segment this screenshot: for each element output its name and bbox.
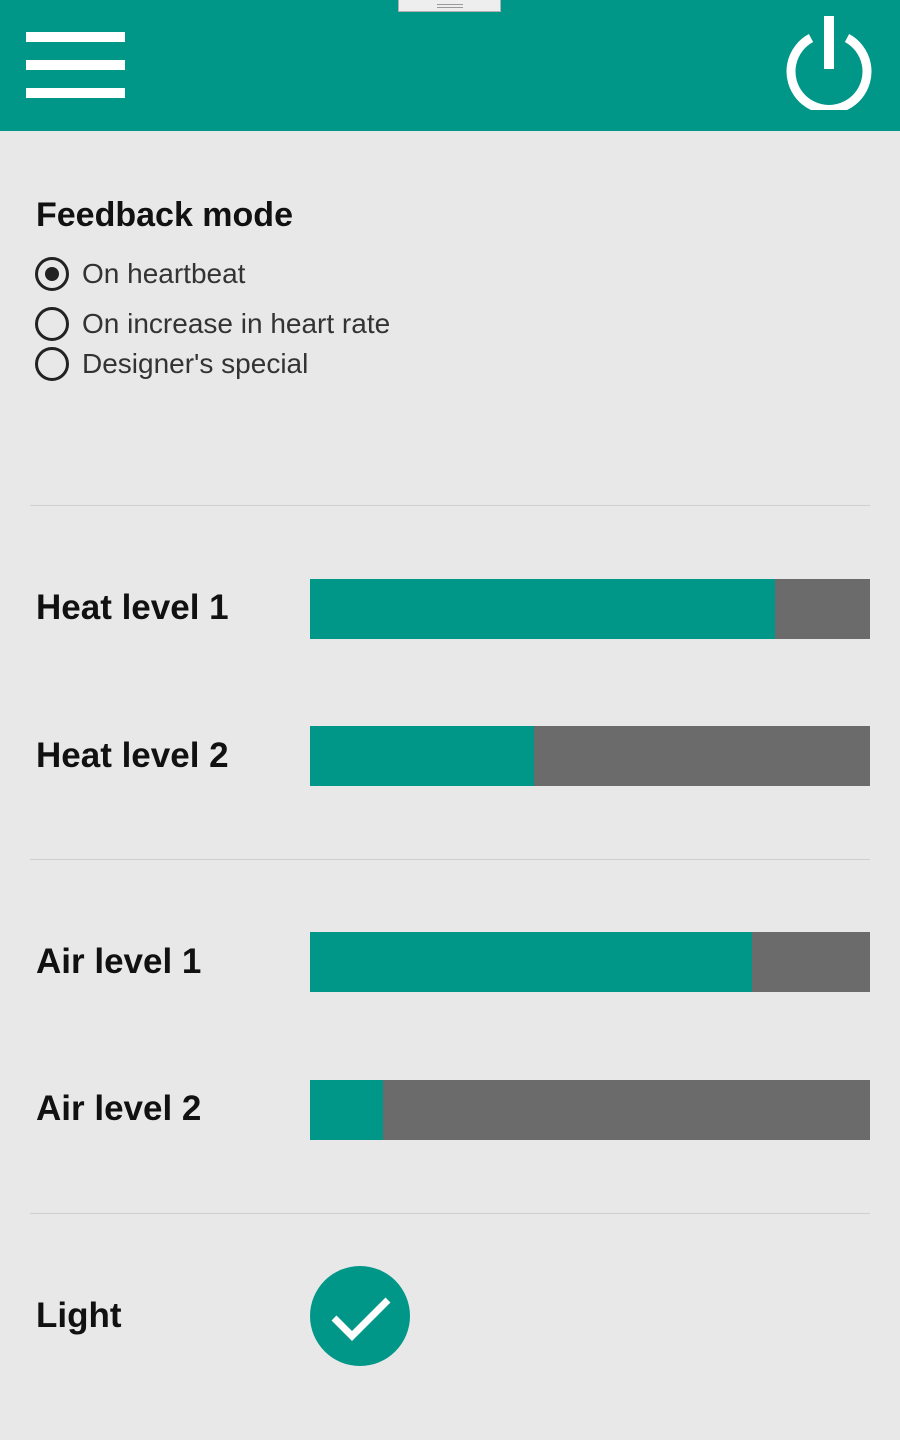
divider — [30, 505, 870, 506]
radio-label: On heartbeat — [82, 258, 246, 289]
heat-level-2-fill — [310, 726, 534, 786]
power-icon — [786, 16, 872, 114]
air-level-1-slider[interactable] — [310, 932, 870, 992]
air-level-2-fill — [310, 1080, 383, 1140]
radio-button[interactable] — [35, 347, 69, 381]
divider — [30, 1213, 870, 1214]
radio-label: On increase in heart rate — [82, 308, 391, 339]
hamburger-menu-icon — [26, 32, 125, 42]
air-level-2-label: Air level 2 — [36, 1089, 202, 1128]
feedback-mode-title: Feedback mode — [36, 196, 293, 234]
light-label: Light — [36, 1296, 122, 1335]
heat-level-1-slider[interactable] — [310, 579, 870, 639]
air-level-2-slider[interactable] — [310, 1080, 870, 1140]
top-app-bar — [0, 0, 900, 131]
hamburger-menu-icon — [26, 88, 125, 98]
menu-button[interactable] — [26, 32, 125, 98]
heat-level-1-fill — [310, 579, 775, 639]
heat-level-1-label: Heat level 1 — [36, 588, 229, 627]
radio-button[interactable] — [35, 307, 69, 341]
drag-handle[interactable] — [398, 0, 501, 12]
radio-button[interactable] — [35, 257, 69, 291]
power-button[interactable] — [783, 14, 875, 114]
radio-on-increase-heart-rate[interactable]: On increase in heart rate — [35, 307, 390, 341]
checkmark-icon — [331, 1297, 391, 1341]
divider — [30, 859, 870, 860]
radio-on-heartbeat[interactable]: On heartbeat — [35, 257, 245, 291]
heat-level-2-label: Heat level 2 — [36, 736, 229, 775]
air-level-1-fill — [310, 932, 753, 992]
radio-label: Designer's special — [82, 348, 309, 379]
heat-level-2-slider[interactable] — [310, 726, 870, 786]
hamburger-menu-icon — [26, 60, 125, 70]
air-level-1-label: Air level 1 — [36, 942, 202, 981]
light-toggle[interactable] — [310, 1266, 410, 1366]
radio-designers-special[interactable]: Designer's special — [35, 347, 308, 381]
